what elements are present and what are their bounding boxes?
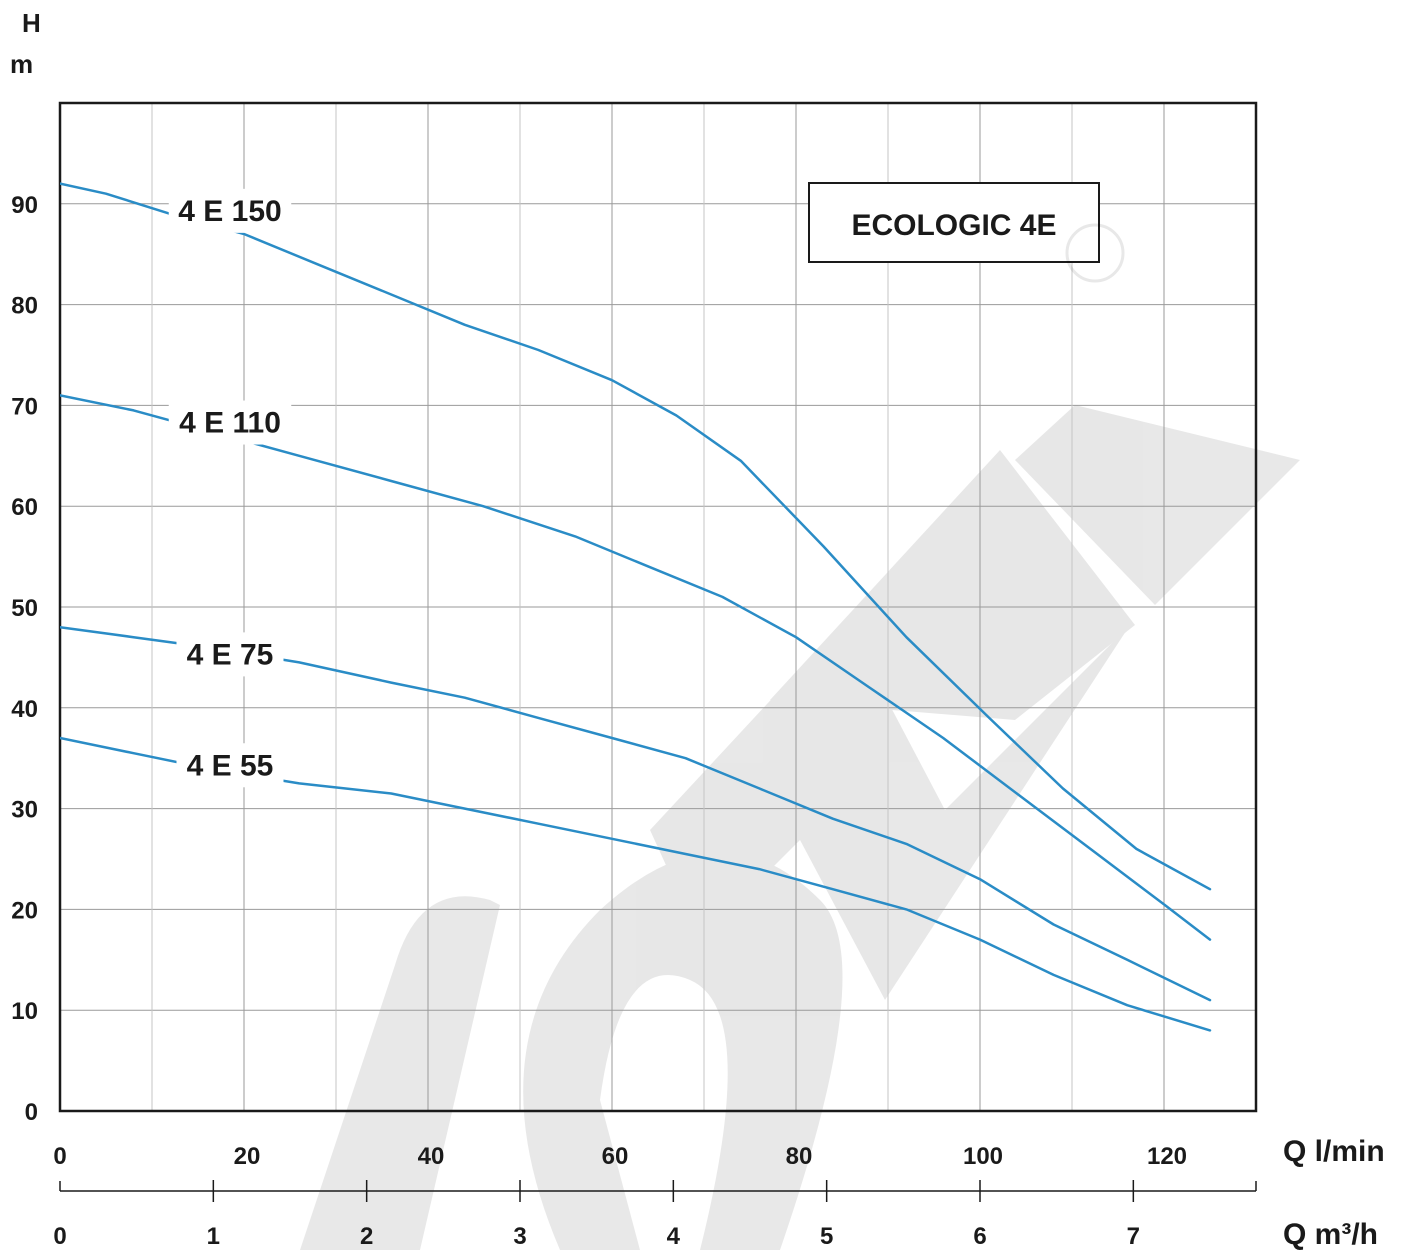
x-tick-label-m3h: 1 [207, 1223, 220, 1250]
y-tick-label: 40 [11, 696, 38, 723]
y-tick-label: 90 [11, 192, 38, 219]
x-tick-label-lmin: 20 [234, 1143, 261, 1170]
watermark-letter-o [523, 852, 843, 1250]
y-tick-label: 20 [11, 897, 38, 924]
annotation-frame [808, 182, 1100, 263]
series-label: 4 E 110 [179, 407, 281, 440]
y-tick-label: 50 [11, 595, 38, 622]
registered-mark-icon [1065, 223, 1125, 283]
series-label-background [168, 400, 292, 445]
y-tick-label: 70 [11, 393, 38, 420]
annotation-text: ECOLOGIC 4E [851, 209, 1056, 242]
watermark-letter-l [1015, 405, 1300, 605]
series-label-background [168, 188, 292, 233]
watermark-letter-v [650, 620, 1130, 1000]
y-axis-label-unit: m [10, 49, 33, 79]
x-tick-labels-lmin: 0 20 40 60 80 100 120 [53, 1143, 1187, 1170]
y-tick-label: 0 [25, 1099, 38, 1126]
curve-labels: 4 E 150 4 E 110 4 E 75 4 E 55 [168, 188, 292, 788]
y-tick-labels: 0 10 20 30 40 50 60 70 80 90 [11, 192, 38, 1126]
joval-watermark [300, 405, 1300, 1250]
x-tick-label-lmin: 40 [418, 1143, 445, 1170]
x-tick-label-lmin: 60 [602, 1143, 629, 1170]
y-tick-label: 30 [11, 797, 38, 824]
x-tick-labels-m3h: 0 1 2 3 4 5 6 7 [53, 1180, 1140, 1250]
x-tick-label-m3h: 0 [53, 1223, 66, 1250]
watermark-letter-j [300, 896, 500, 1250]
x-tick-label-m3h: 6 [973, 1223, 986, 1250]
x-axis-unit-m3h: Q m³/h [1283, 1218, 1378, 1250]
x-tick-label-lmin: 80 [786, 1143, 813, 1170]
x-tick-label-m3h: 4 [667, 1223, 681, 1250]
series-label-background [176, 743, 284, 788]
x-tick-label-lmin: 0 [53, 1143, 66, 1170]
y-tick-label: 80 [11, 293, 38, 320]
series-label-background [176, 632, 284, 677]
y-tick-label: 10 [11, 998, 38, 1025]
y-axis-label-h: H [22, 8, 41, 38]
x-tick-label-m3h: 5 [820, 1223, 833, 1250]
x-tick-label-lmin: 100 [963, 1143, 1003, 1170]
x-axis-unit-lmin: Q l/min [1283, 1135, 1385, 1168]
x-tick-label-m3h: 3 [513, 1223, 526, 1250]
series-label: 4 E 75 [187, 638, 274, 671]
series-label: 4 E 150 [178, 195, 281, 228]
annotation-box: ECOLOGIC 4E [808, 182, 1125, 283]
y-tick-label: 60 [11, 494, 38, 521]
watermark-letter-a [770, 450, 1135, 720]
plot-frame [58, 101, 1258, 1113]
x-tick-label-m3h: 7 [1127, 1223, 1140, 1250]
x-tick-label-lmin: 120 [1147, 1143, 1187, 1170]
series-label: 4 E 55 [187, 749, 274, 782]
x-tick-label-m3h: 2 [360, 1223, 373, 1250]
